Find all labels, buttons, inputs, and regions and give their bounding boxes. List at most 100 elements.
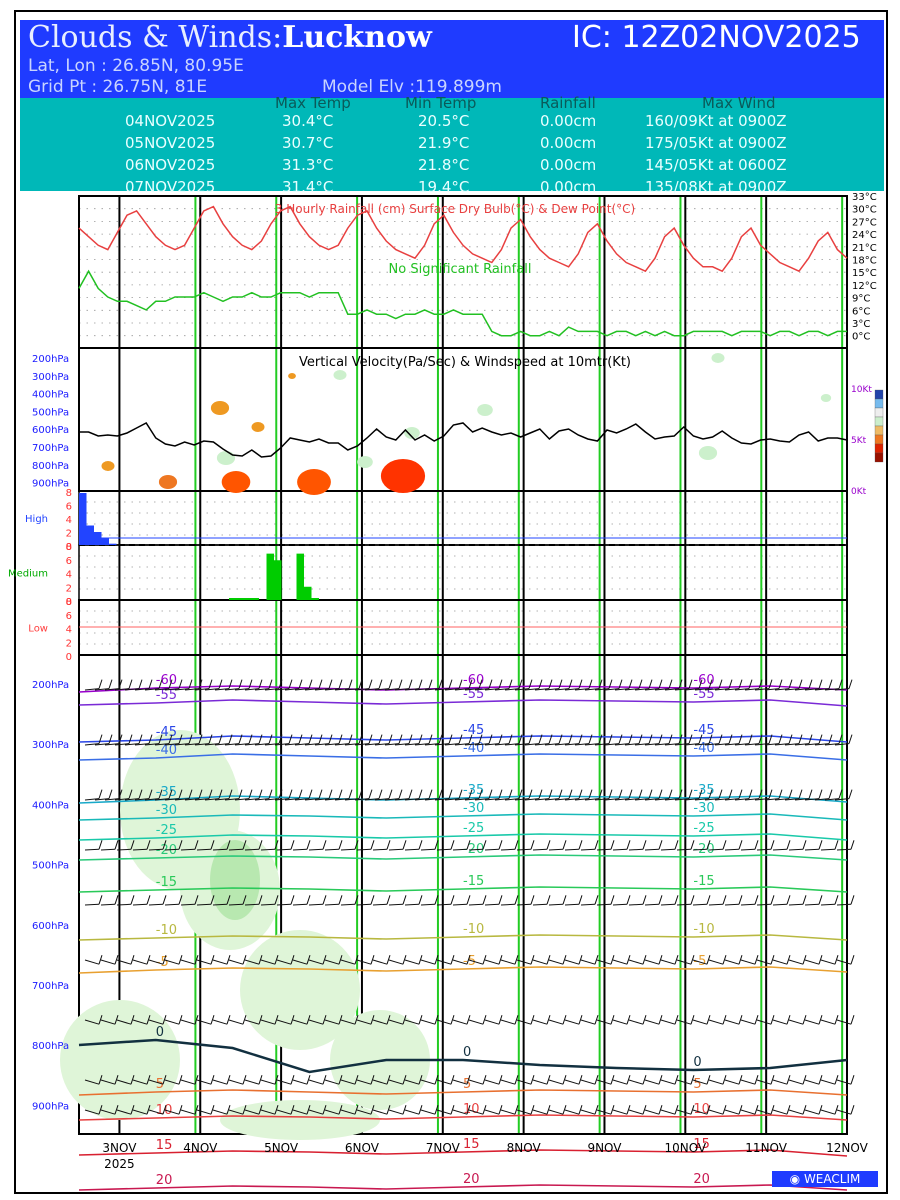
- wind-barb-shaft: [740, 1079, 756, 1085]
- wind-barb-shaft: [196, 903, 212, 906]
- isotherm-line: [78, 854, 848, 861]
- wind-barb-shaft: [574, 798, 590, 801]
- wind-barb-flag: [434, 840, 439, 850]
- wind-barb-shaft: [564, 798, 580, 801]
- wind-barb-flag: [802, 1015, 807, 1025]
- pressure-tick-label: 300hPa: [32, 372, 69, 383]
- table-cell-max: 30.7°C: [282, 134, 334, 152]
- wind-barb-shaft: [664, 688, 680, 691]
- wind-barb-flag: [448, 679, 453, 689]
- wind-barb-flag: [514, 1105, 519, 1115]
- wind-barb-shaft: [452, 959, 468, 965]
- wind-barb-flag: [578, 955, 583, 965]
- wind-barb-flag: [690, 1105, 695, 1115]
- date-axis-label: 8NOV: [507, 1141, 542, 1155]
- wind-barb-flag: [588, 734, 593, 744]
- wind-barb-shaft: [484, 798, 500, 801]
- wind-barb-flag: [850, 895, 855, 905]
- isotherm-label: -35: [463, 783, 484, 798]
- cloud-bar: [266, 553, 274, 600]
- wind-barb-shaft: [404, 798, 420, 801]
- wind-barb-flag: [562, 1075, 567, 1085]
- velocity-blob: [820, 394, 832, 402]
- wind-barb-flag: [706, 1105, 711, 1115]
- wind-barb-shaft: [260, 1019, 276, 1025]
- wind-barb-flag: [408, 734, 413, 744]
- wind-barb-flag: [194, 1105, 199, 1115]
- wind-barb-flag: [658, 1075, 663, 1085]
- pressure-tick-label: 400hPa: [32, 390, 69, 401]
- wind-barb-shaft: [756, 1019, 772, 1025]
- wind-barb-flag: [642, 1075, 647, 1085]
- wind-barb-shaft: [294, 743, 310, 746]
- wind-barb-flag: [242, 1105, 247, 1115]
- wind-barb-flag: [108, 679, 113, 689]
- wind-barb-flag: [298, 789, 303, 799]
- wind-barb-flag: [354, 1105, 359, 1115]
- wind-barb-flag: [402, 895, 407, 905]
- wind-barb-flag: [338, 1105, 343, 1115]
- col-min-temp: Min Temp: [405, 94, 477, 112]
- pressure-tick-label: 900hPa: [32, 479, 69, 490]
- wind-barb-flag: [626, 840, 631, 850]
- wind-barb-flag: [298, 734, 303, 744]
- wind-barb-flag: [418, 1105, 423, 1115]
- isotherm-label: -25: [693, 821, 714, 836]
- wind-barb-flag: [242, 1075, 247, 1085]
- wind-barb-shaft: [436, 959, 452, 965]
- wind-barb-flag: [308, 789, 313, 799]
- table-cell-max: 31.3°C: [282, 156, 334, 174]
- wind-barb-flag: [674, 955, 679, 965]
- isotherm-label: -25: [156, 823, 177, 838]
- wind-barb-shaft: [424, 743, 440, 746]
- wind-barb-flag: [768, 789, 773, 799]
- wind-barb-shaft: [364, 688, 380, 691]
- wind-barb-shaft: [420, 903, 436, 906]
- wind-barb-shaft: [224, 798, 240, 801]
- wind-barb-shaft: [304, 743, 320, 746]
- wind-barb-shaft: [204, 798, 220, 801]
- wind-barb-flag: [546, 840, 551, 850]
- isotherm-label: -55: [693, 687, 714, 702]
- wind-barb-flag: [138, 734, 143, 744]
- wind-barb-shaft: [212, 1019, 228, 1025]
- wind-barb-flag: [802, 1105, 807, 1115]
- isotherm-line: [78, 966, 848, 974]
- wind-barb-shaft: [724, 1109, 740, 1115]
- wind-barb-flag: [138, 679, 143, 689]
- colorbar-swatch: [874, 434, 884, 445]
- wind-barb-shaft: [436, 903, 452, 906]
- wind-barb-flag: [434, 1015, 439, 1025]
- wind-barb-shaft: [228, 959, 244, 965]
- wind-barb-shaft: [740, 1019, 756, 1025]
- isotherm-label: -35: [156, 785, 177, 800]
- wind-barb-shaft: [254, 743, 270, 746]
- wind-barb-flag: [306, 1105, 311, 1115]
- wind-barb-shaft: [484, 1079, 500, 1085]
- isotherm-label: -60: [693, 673, 714, 688]
- wind-barb-shaft: [204, 743, 220, 746]
- isotherm-label: -45: [693, 723, 714, 738]
- wind-barb-shaft: [654, 743, 670, 746]
- wind-barb-shaft: [444, 798, 460, 801]
- wind-barb-shaft: [734, 798, 750, 801]
- wind-barb-flag: [754, 895, 759, 905]
- wind-barb-flag: [778, 789, 783, 799]
- wind-barb-flag: [628, 734, 633, 744]
- colorbar-swatch: [874, 416, 884, 427]
- wind-barb-shaft: [504, 798, 520, 801]
- wind-barb-flag: [738, 789, 743, 799]
- wind-barb-flag: [108, 789, 113, 799]
- wind-barb-flag: [610, 1105, 615, 1115]
- velocity-blob: [158, 475, 178, 489]
- wind-barb-flag: [146, 1075, 151, 1085]
- wind-barb-flag: [138, 789, 143, 799]
- wind-barb-flag: [738, 734, 743, 744]
- wind-barb-flag: [130, 1105, 135, 1115]
- wind-barb-flag: [514, 840, 519, 850]
- wind-barb-flag: [418, 840, 423, 850]
- wind-barb-shaft: [164, 1109, 180, 1115]
- wind-barb-shaft: [756, 848, 772, 851]
- wind-barb-shaft: [548, 1019, 564, 1025]
- colorbar-swatch: [874, 407, 884, 418]
